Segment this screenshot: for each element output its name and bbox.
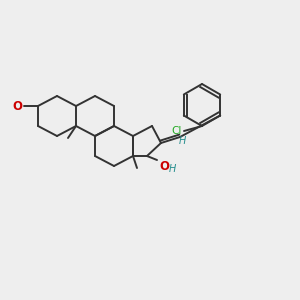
Text: H: H	[178, 136, 186, 146]
Text: O: O	[159, 160, 169, 172]
Text: H: H	[169, 164, 176, 174]
Text: O: O	[12, 100, 22, 112]
Text: Cl: Cl	[172, 126, 182, 136]
